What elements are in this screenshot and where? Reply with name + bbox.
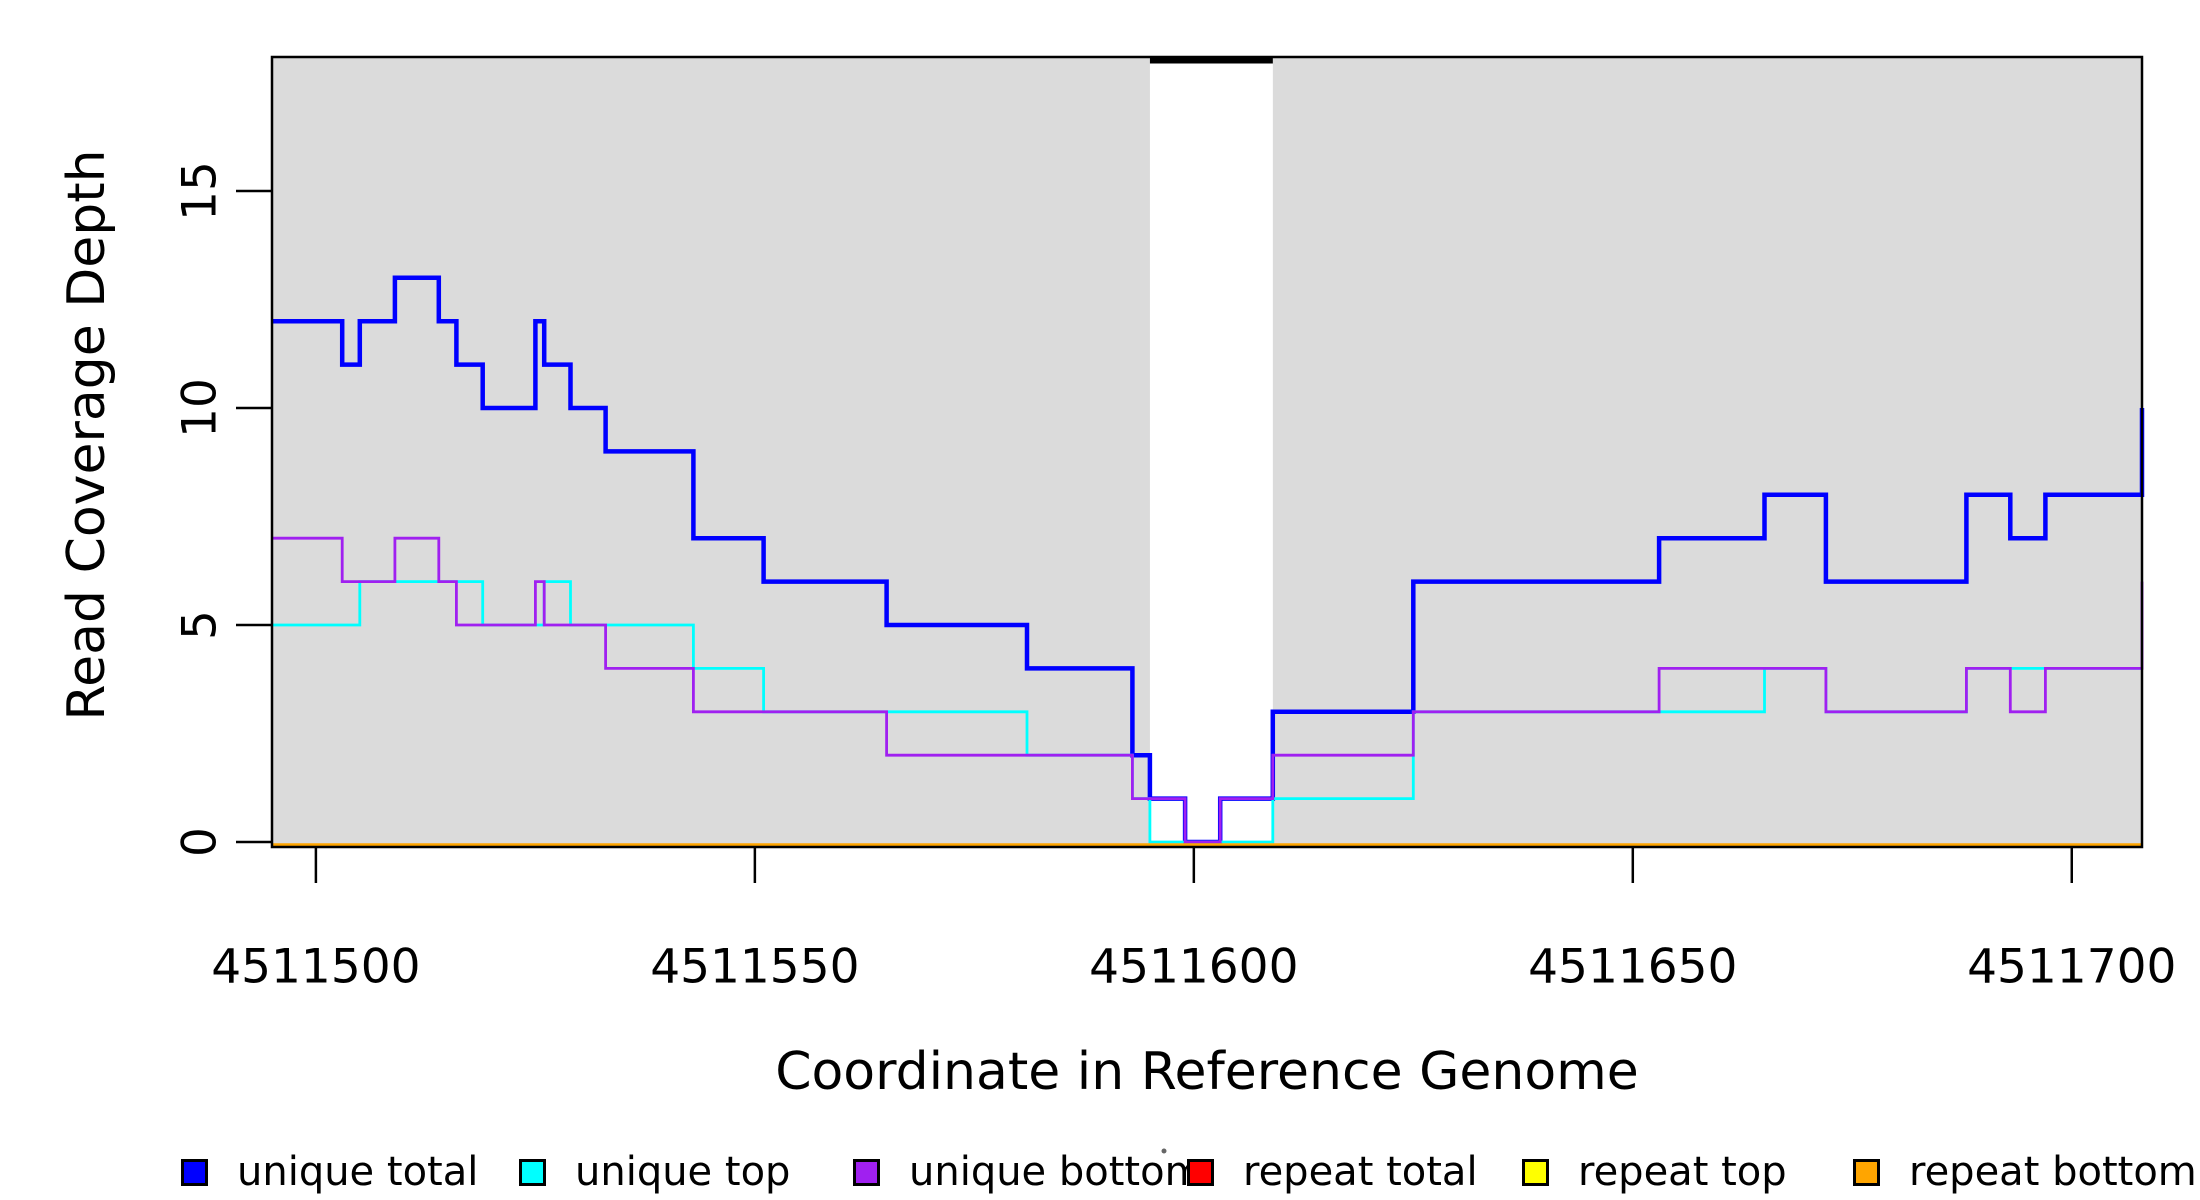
legend-item-repeat-bottom: repeat bottom: [1853, 1152, 2197, 1192]
x-tick-label: 4511550: [650, 939, 860, 995]
legend-swatch: [1187, 1158, 1214, 1186]
x-tick-label: 4511650: [1528, 939, 1738, 995]
legend-swatch: [1853, 1158, 1880, 1186]
y-tick-label: 10: [172, 378, 228, 438]
legend-label: unique total: [237, 1149, 479, 1195]
plot-frame: [270, 55, 2144, 849]
x-tick-label: 4511600: [1089, 939, 1299, 995]
legend-item-repeat-total: repeat total: [1187, 1152, 1478, 1192]
shaded-region: [272, 57, 1150, 847]
y-axis-title: Read Coverage Depth: [57, 149, 117, 721]
legend-swatch: [181, 1158, 208, 1186]
stray-dot-artifact: [1161, 1148, 1167, 1154]
series-unique-bottom: [272, 536, 2144, 844]
legend-label: unique bottom: [909, 1149, 1204, 1195]
legend-item-unique-bottom: unique bottom: [853, 1152, 1204, 1192]
repeat-gap-marker: [1149, 57, 1273, 64]
shaded-region: [1272, 57, 2142, 847]
x-tick-label: 4511700: [1967, 939, 2177, 995]
legend-item-unique-total: unique total: [181, 1152, 478, 1192]
y-tick-label: 5: [172, 610, 228, 640]
x-axis-title: Coordinate in Reference Genome: [775, 1042, 1639, 1102]
x-tick-label: 4511500: [211, 939, 421, 995]
legend-swatch: [853, 1158, 880, 1186]
legend-item-repeat-top: repeat top: [1522, 1152, 1787, 1192]
legend-label: unique top: [575, 1149, 791, 1195]
legend-swatch: [519, 1158, 546, 1186]
y-tick-label: 0: [172, 827, 228, 857]
legend-label: repeat top: [1578, 1149, 1787, 1195]
series-unique-total: [272, 275, 2145, 845]
legend-item-unique-top: unique top: [519, 1152, 790, 1192]
y-tick-label: 15: [172, 161, 228, 221]
legend-label: repeat bottom: [1909, 1149, 2197, 1195]
legend-label: repeat total: [1243, 1149, 1478, 1195]
legend-swatch: [1522, 1158, 1549, 1186]
